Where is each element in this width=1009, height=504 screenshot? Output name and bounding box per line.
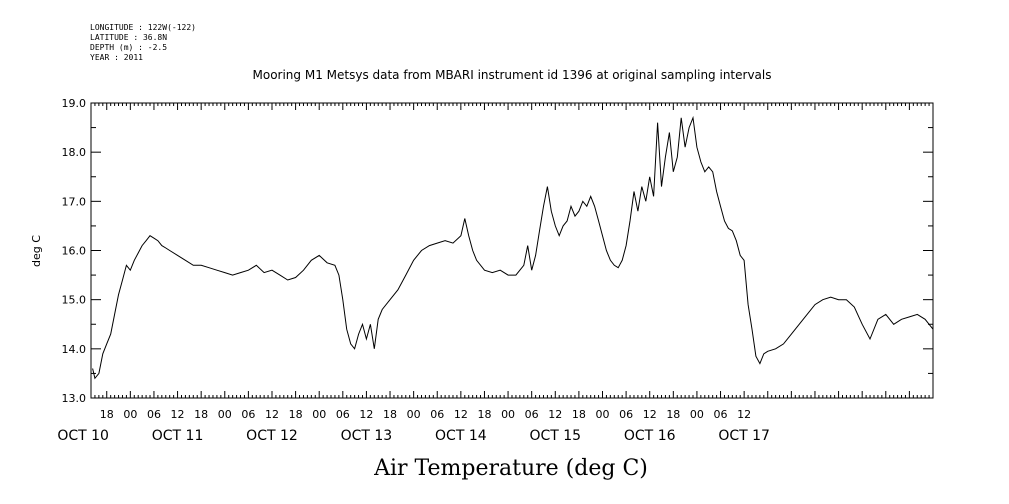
y-tick-label: 19.0: [62, 97, 87, 110]
x-date-label: OCT 10: [57, 428, 109, 444]
x-axis: 18 00 06 12 18 00 06 12 18 00 06 12 18 00 06 12 18 00 06 12…: [57, 103, 934, 444]
x-hour-label: 06: [619, 408, 633, 421]
year-label: YEAR : 2011: [90, 53, 143, 62]
x-hour-label: 12: [643, 408, 657, 421]
x-hour-label: 00: [595, 408, 609, 421]
x-hour-label: 18: [383, 408, 397, 421]
x-hour-label: 00: [407, 408, 421, 421]
x-hour-label: 00: [218, 408, 232, 421]
x-hour-label: 00: [312, 408, 326, 421]
x-date-label: OCT 13: [341, 428, 393, 444]
x-hour-label: 06: [241, 408, 255, 421]
x-date-label: OCT 17: [718, 428, 770, 444]
x-date-label: OCT 16: [624, 428, 676, 444]
x-hour-label: 06: [714, 408, 728, 421]
x-hour-label: 12: [171, 408, 185, 421]
header-info: LONGITUDE : 122W(-122) LATITUDE : 36.8N …: [90, 23, 196, 62]
y-tick-label: 13.0: [62, 392, 87, 405]
x-hour-label: 18: [194, 408, 208, 421]
x-date-label: OCT 11: [152, 428, 204, 444]
x-hour-label: 18: [289, 408, 303, 421]
x-hour-label: 12: [359, 408, 373, 421]
x-hour-label: 00: [501, 408, 515, 421]
x-hour-label: 12: [548, 408, 562, 421]
x-hour-label: 18: [100, 408, 114, 421]
x-hour-label: 18: [666, 408, 680, 421]
x-hour-label: 06: [525, 408, 539, 421]
x-hour-label: 12: [454, 408, 468, 421]
x-hour-label: 12: [737, 408, 751, 421]
y-tick-label: 14.0: [62, 343, 87, 356]
x-hour-label: 06: [147, 408, 161, 421]
plot-frame: [90, 102, 934, 399]
x-date-label: OCT 15: [529, 428, 581, 444]
chart-title: Mooring M1 Metsys data from MBARI instru…: [253, 68, 772, 82]
y-axis: 13.0 14.0 15.0 16.0 17.0 18.0 19.0: [62, 97, 933, 405]
x-date-label: OCT 14: [435, 428, 487, 444]
y-tick-label: 15.0: [62, 294, 87, 307]
x-hour-label: 18: [572, 408, 586, 421]
x-hour-label: 12: [265, 408, 279, 421]
y-tick-label: 18.0: [62, 146, 87, 159]
x-hour-label: 06: [430, 408, 444, 421]
latitude-label: LATITUDE : 36.8N: [90, 33, 167, 42]
x-hour-label: 06: [336, 408, 350, 421]
y-tick-label: 17.0: [62, 195, 87, 208]
x-date-label: OCT 12: [246, 428, 298, 444]
series-group: [92, 115, 934, 380]
air-temperature-line: [92, 115, 934, 380]
y-tick-label: 16.0: [62, 245, 87, 258]
x-hour-label: 18: [477, 408, 491, 421]
x-hour-label: 00: [123, 408, 137, 421]
y-axis-label: deg C: [30, 235, 43, 267]
x-hour-label: 00: [690, 408, 704, 421]
depth-label: DEPTH (m) : -2.5: [90, 43, 167, 52]
bottom-title: Air Temperature (deg C): [373, 456, 648, 481]
longitude-label: LONGITUDE : 122W(-122): [90, 23, 196, 32]
